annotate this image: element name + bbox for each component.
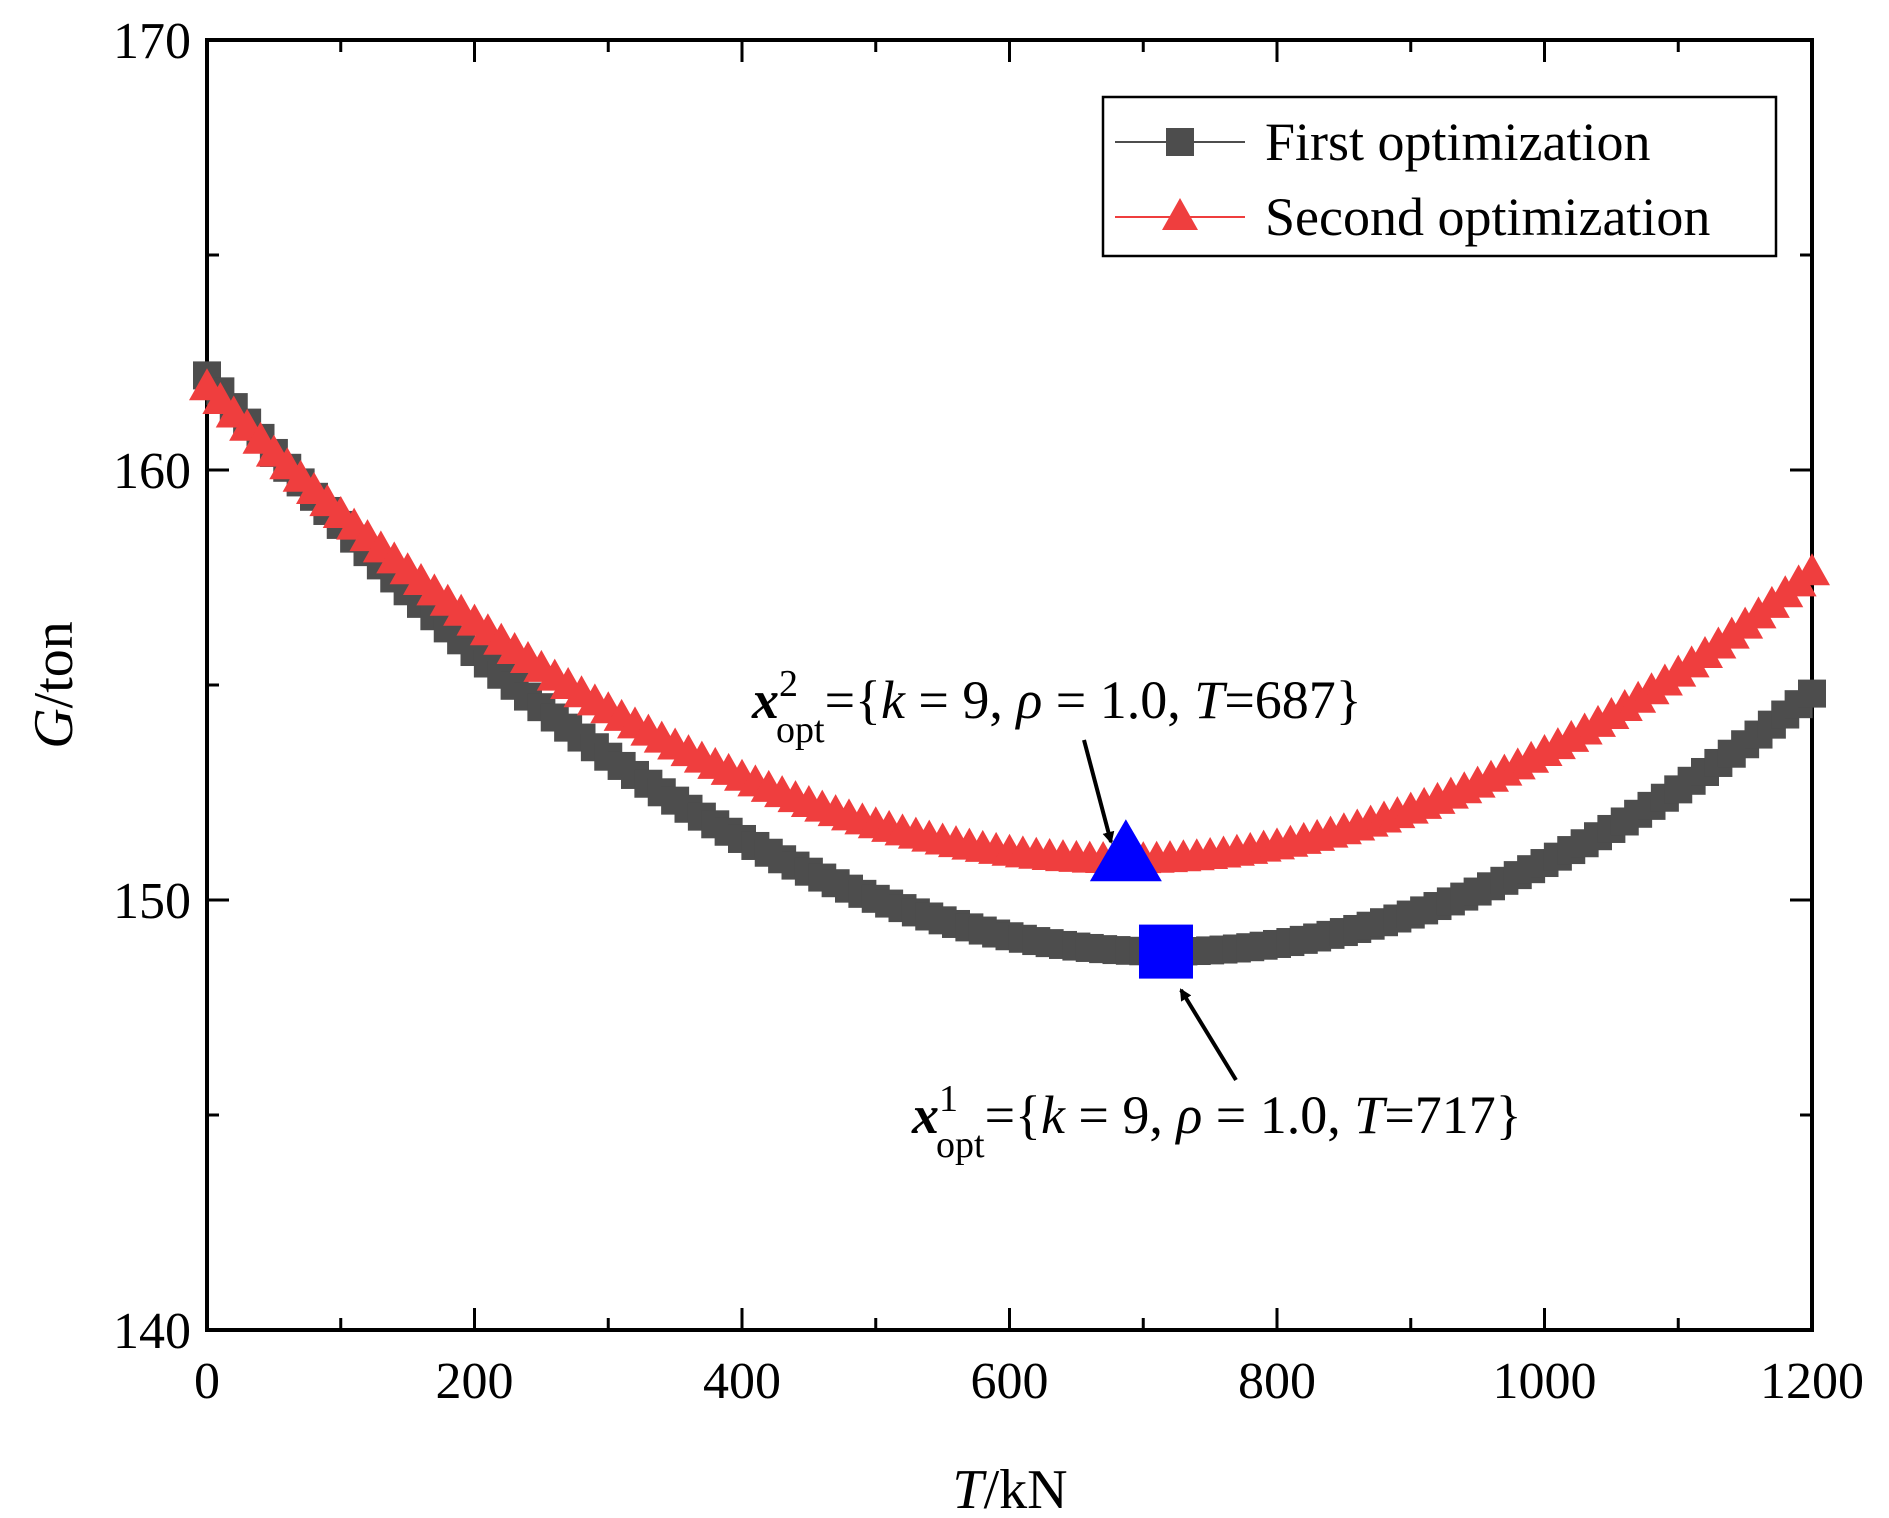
highlight-layer [1089, 819, 1193, 979]
legend-entry-first: First optimization [1115, 112, 1651, 172]
legend-label-first: First optimization [1265, 112, 1651, 172]
annotation-second-text: x2 opt={k = 9, ρ = 1.0, T=687} [751, 663, 1362, 751]
x-tick-label: 1000 [1493, 1353, 1597, 1410]
annotation-first-text: x1 opt={k = 9, ρ = 1.0, T=717} [911, 1078, 1522, 1166]
y-axis-title: G/ton [23, 621, 85, 749]
legend-triangle-marker [1162, 198, 1198, 230]
legend: First optimization Second optimization [1101, 95, 1778, 258]
x-tick-label: 400 [703, 1353, 781, 1410]
x-tick-label: 1200 [1760, 1353, 1864, 1410]
annotation-second-arrow [1082, 739, 1115, 844]
legend-label-second: Second optimization [1265, 187, 1710, 247]
optimum-marker-second [1089, 819, 1162, 882]
x-tick-label: 800 [1238, 1353, 1316, 1410]
annotation-first-optimum: x1 opt={k = 9, ρ = 1.0, T=717} [911, 988, 1522, 1166]
x-tick-label: 0 [194, 1353, 220, 1410]
legend-square-marker [1166, 128, 1194, 156]
y-tick-label: 170 [113, 13, 191, 70]
legend-entry-second: Second optimization [1115, 187, 1710, 247]
y-tick-label: 160 [113, 443, 191, 500]
y-axis: 140 150 160 170 [113, 13, 1812, 1360]
annotation-second-optimum: x2 opt={k = 9, ρ = 1.0, T=687} [751, 663, 1362, 844]
data-point-square [1798, 679, 1826, 708]
annotation-first-arrow [1179, 988, 1238, 1082]
data-point-triangle [1794, 553, 1830, 586]
x-axis: 0 200 400 600 800 1000 1200 [194, 40, 1864, 1410]
optimum-marker-first [1138, 924, 1193, 979]
x-axis-title: T/kN [952, 1459, 1067, 1518]
y-tick-label: 150 [113, 873, 191, 930]
legend-box [1101, 95, 1778, 258]
series-first-optimization [193, 361, 1826, 966]
series-layer [189, 361, 1830, 966]
x-tick-label: 200 [436, 1353, 514, 1410]
y-tick-label: 140 [113, 1303, 191, 1360]
x-tick-label: 600 [971, 1353, 1049, 1410]
